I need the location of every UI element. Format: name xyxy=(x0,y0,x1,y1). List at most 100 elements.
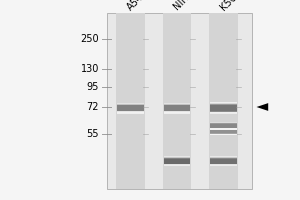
Bar xyxy=(217,122,219,128)
Bar xyxy=(177,103,178,111)
Bar xyxy=(210,158,237,159)
Bar xyxy=(124,103,126,111)
Bar xyxy=(172,156,173,164)
Bar xyxy=(119,103,120,111)
Bar xyxy=(217,129,219,134)
Bar xyxy=(178,103,180,111)
Bar xyxy=(210,129,237,130)
Bar xyxy=(209,13,238,189)
Bar xyxy=(186,156,188,164)
Bar xyxy=(212,122,213,128)
Bar xyxy=(117,104,144,105)
Bar xyxy=(230,129,232,134)
Bar xyxy=(134,103,136,111)
Bar xyxy=(225,156,226,164)
Bar xyxy=(222,122,224,128)
Bar xyxy=(210,133,237,134)
Bar xyxy=(222,156,224,164)
Bar xyxy=(210,134,237,135)
Bar xyxy=(182,103,184,111)
Bar xyxy=(210,163,237,164)
Bar xyxy=(127,103,128,111)
Bar xyxy=(227,129,229,134)
Bar xyxy=(231,156,233,164)
Bar xyxy=(184,103,185,111)
Bar xyxy=(217,156,219,164)
Bar xyxy=(181,156,182,164)
Bar xyxy=(218,102,220,112)
Bar xyxy=(129,103,131,111)
Bar xyxy=(138,103,140,111)
Bar xyxy=(117,103,119,111)
Bar xyxy=(213,129,214,134)
Text: 250: 250 xyxy=(80,34,99,44)
Bar xyxy=(233,102,234,112)
Bar xyxy=(140,103,141,111)
Bar xyxy=(132,103,134,111)
Bar xyxy=(233,156,234,164)
Bar xyxy=(210,129,212,134)
Bar xyxy=(117,112,144,113)
Bar xyxy=(226,156,228,164)
Bar xyxy=(216,122,217,128)
Bar xyxy=(234,122,236,128)
Bar xyxy=(164,163,190,164)
Bar xyxy=(229,129,230,134)
Bar xyxy=(164,112,190,113)
Bar xyxy=(231,102,233,112)
Bar xyxy=(136,103,137,111)
Bar xyxy=(235,156,237,164)
Bar xyxy=(220,102,221,112)
Bar xyxy=(221,129,223,134)
Bar xyxy=(164,157,190,158)
Bar xyxy=(210,122,237,123)
Bar xyxy=(210,105,237,106)
Bar xyxy=(170,103,172,111)
Bar xyxy=(230,156,232,164)
Bar xyxy=(185,103,187,111)
Bar xyxy=(210,122,237,123)
Bar xyxy=(163,13,191,189)
Bar xyxy=(210,129,237,130)
Bar xyxy=(221,102,223,112)
Bar xyxy=(170,156,172,164)
Bar xyxy=(133,103,135,111)
Bar xyxy=(172,103,173,111)
Bar xyxy=(226,122,228,128)
Bar xyxy=(169,156,171,164)
Bar xyxy=(214,156,216,164)
Bar xyxy=(210,113,237,114)
Bar xyxy=(212,129,213,134)
Bar xyxy=(164,113,190,114)
Bar xyxy=(217,102,219,112)
Bar xyxy=(210,158,237,159)
Bar xyxy=(227,122,229,128)
Bar xyxy=(174,156,176,164)
Bar xyxy=(210,157,237,158)
Bar xyxy=(174,103,176,111)
Bar xyxy=(117,111,144,112)
Bar xyxy=(164,103,190,104)
Bar xyxy=(210,156,237,157)
Bar xyxy=(164,158,190,159)
Text: 72: 72 xyxy=(86,102,99,112)
Bar xyxy=(141,103,142,111)
Bar xyxy=(188,156,189,164)
Bar xyxy=(117,113,144,114)
Bar xyxy=(229,156,230,164)
Bar xyxy=(220,122,221,128)
Text: A549: A549 xyxy=(125,0,150,12)
Bar xyxy=(216,129,217,134)
Bar xyxy=(210,112,237,113)
Bar xyxy=(224,156,225,164)
Bar xyxy=(210,165,237,166)
Bar xyxy=(142,103,144,111)
Bar xyxy=(212,156,213,164)
Bar xyxy=(234,156,236,164)
Bar xyxy=(226,102,228,112)
Bar xyxy=(235,122,237,128)
Bar xyxy=(210,103,237,104)
Bar xyxy=(177,156,178,164)
Bar xyxy=(181,103,182,111)
Bar xyxy=(106,13,252,189)
